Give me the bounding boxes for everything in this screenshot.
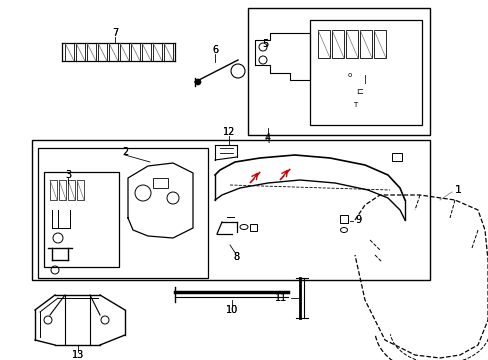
Bar bbox=[50, 180, 57, 200]
Text: 13: 13 bbox=[72, 350, 84, 360]
Bar bbox=[120, 43, 129, 61]
Text: 9: 9 bbox=[354, 215, 360, 225]
Text: 11: 11 bbox=[274, 293, 286, 303]
Bar bbox=[339, 215, 347, 223]
Text: 2: 2 bbox=[122, 147, 128, 157]
Text: 9: 9 bbox=[354, 215, 360, 225]
Text: 7: 7 bbox=[112, 28, 118, 38]
Text: 5: 5 bbox=[262, 39, 267, 49]
Bar bbox=[346, 30, 357, 58]
Bar bbox=[59, 180, 66, 200]
Bar bbox=[247, 8, 429, 135]
Bar bbox=[87, 43, 96, 61]
Bar bbox=[153, 178, 168, 188]
Text: 2: 2 bbox=[122, 147, 128, 157]
Bar bbox=[317, 30, 329, 58]
Bar bbox=[77, 180, 84, 200]
Bar bbox=[309, 20, 421, 125]
Bar bbox=[131, 43, 140, 61]
Text: 3: 3 bbox=[65, 170, 71, 180]
Bar bbox=[76, 43, 85, 61]
Text: 13: 13 bbox=[72, 350, 84, 360]
Text: 5: 5 bbox=[262, 39, 267, 49]
Text: 6: 6 bbox=[211, 45, 218, 55]
Bar bbox=[38, 148, 207, 278]
Text: 10: 10 bbox=[225, 305, 238, 315]
Text: 4: 4 bbox=[264, 133, 270, 143]
Text: 4: 4 bbox=[264, 135, 270, 145]
Bar bbox=[109, 43, 118, 61]
Text: o: o bbox=[347, 72, 351, 78]
Bar bbox=[65, 43, 74, 61]
Bar bbox=[142, 43, 151, 61]
Bar bbox=[68, 180, 75, 200]
Bar bbox=[331, 30, 343, 58]
Bar bbox=[163, 43, 173, 61]
Bar bbox=[98, 43, 107, 61]
Text: 8: 8 bbox=[232, 252, 239, 262]
Bar bbox=[359, 30, 371, 58]
Bar bbox=[249, 224, 257, 231]
Text: 1: 1 bbox=[454, 185, 461, 195]
Text: 6: 6 bbox=[211, 45, 218, 55]
Text: 3: 3 bbox=[65, 170, 71, 180]
Bar bbox=[373, 30, 385, 58]
Bar bbox=[153, 43, 162, 61]
Text: 12: 12 bbox=[223, 127, 235, 137]
Text: 12: 12 bbox=[223, 127, 235, 137]
Text: 11: 11 bbox=[274, 293, 286, 303]
Text: 7: 7 bbox=[112, 28, 118, 38]
Circle shape bbox=[195, 79, 201, 85]
Bar bbox=[44, 172, 119, 267]
Text: |: | bbox=[363, 76, 366, 85]
Text: 1: 1 bbox=[454, 185, 461, 195]
Bar bbox=[391, 153, 401, 161]
Text: 8: 8 bbox=[232, 252, 239, 262]
Bar bbox=[32, 140, 429, 280]
Text: ⊏: ⊏ bbox=[356, 87, 363, 96]
Text: T: T bbox=[352, 102, 356, 108]
Text: 10: 10 bbox=[225, 305, 238, 315]
